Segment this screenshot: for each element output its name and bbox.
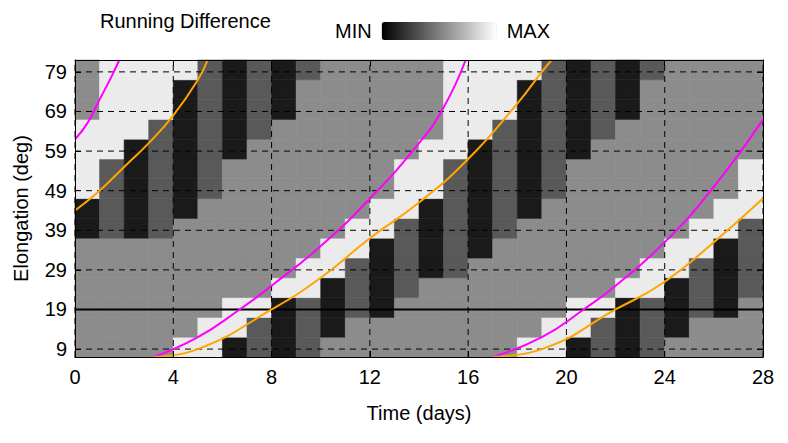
svg-text:9: 9 xyxy=(56,338,67,360)
svg-text:12: 12 xyxy=(359,366,381,388)
svg-text:Elongation (deg): Elongation (deg) xyxy=(10,135,32,282)
svg-text:Running Difference: Running Difference xyxy=(100,10,271,32)
svg-text:16: 16 xyxy=(457,366,479,388)
svg-text:24: 24 xyxy=(654,366,676,388)
svg-text:29: 29 xyxy=(45,259,67,281)
svg-text:59: 59 xyxy=(45,140,67,162)
svg-text:Time (days): Time (days) xyxy=(367,402,472,424)
svg-text:0: 0 xyxy=(69,366,80,388)
svg-text:20: 20 xyxy=(555,366,577,388)
svg-text:69: 69 xyxy=(45,100,67,122)
svg-text:19: 19 xyxy=(45,298,67,320)
svg-text:4: 4 xyxy=(168,366,179,388)
svg-text:79: 79 xyxy=(45,61,67,83)
svg-text:MIN: MIN xyxy=(335,20,372,42)
svg-text:28: 28 xyxy=(752,366,774,388)
svg-text:MAX: MAX xyxy=(507,20,550,42)
svg-text:8: 8 xyxy=(266,366,277,388)
svg-text:49: 49 xyxy=(45,180,67,202)
svg-text:39: 39 xyxy=(45,219,67,241)
